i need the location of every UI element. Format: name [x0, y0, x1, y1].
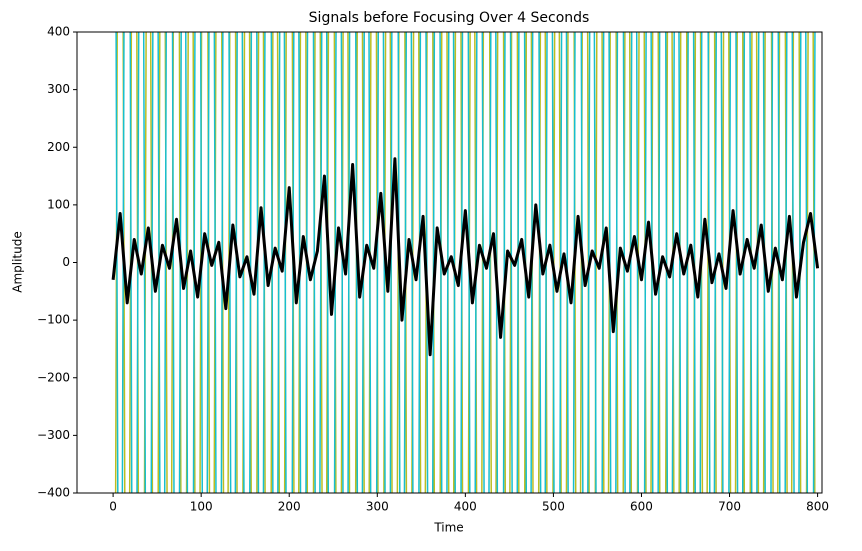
y-axis-label: Amplitude — [11, 231, 25, 293]
y-tick-label: 100 — [47, 197, 70, 211]
x-tick-label: 300 — [366, 500, 389, 514]
x-axis-label: Time — [433, 521, 463, 535]
y-tick-label: 300 — [47, 82, 70, 96]
y-tick-label: 400 — [47, 25, 70, 39]
x-tick-label: 500 — [542, 500, 565, 514]
chart-title: Signals before Focusing Over 4 Seconds — [309, 10, 590, 26]
y-tick-label: −100 — [37, 313, 70, 327]
plot-area — [111, 32, 820, 493]
y-tick-label: −400 — [37, 486, 70, 500]
x-tick-label: 800 — [806, 500, 829, 514]
x-tick-label: 0 — [109, 500, 117, 514]
x-tick-label: 600 — [630, 500, 653, 514]
x-tick-label: 200 — [278, 500, 301, 514]
signal-line — [111, 157, 820, 357]
y-tick-label: 0 — [62, 255, 70, 269]
y-tick-label: 200 — [47, 140, 70, 154]
x-tick-label: 400 — [454, 500, 477, 514]
x-tick-label: 700 — [718, 500, 741, 514]
signal-line — [115, 32, 816, 493]
x-tick-label: 100 — [190, 500, 213, 514]
y-tick-label: −300 — [37, 428, 70, 442]
y-tick-label: −200 — [37, 370, 70, 384]
